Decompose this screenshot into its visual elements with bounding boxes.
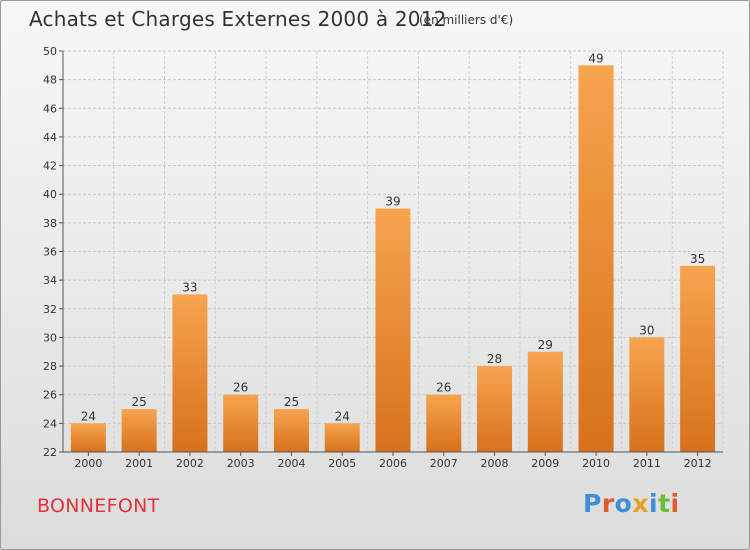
x-tick-label: 2008 [481,457,509,470]
bar [70,423,106,452]
bar-value-label: 26 [436,381,451,395]
bar-value-label: 49 [588,51,603,65]
y-tick-label: 40 [43,188,57,201]
chart-unit: (en milliers d'€) [419,13,514,27]
y-tick-label: 42 [43,160,57,173]
x-tick-label: 2004 [277,457,305,470]
bar-value-label: 26 [233,381,248,395]
y-tick-label: 26 [43,389,57,402]
y-tick-label: 38 [43,217,57,230]
x-tick-label: 2005 [328,457,356,470]
bar [527,351,563,452]
logo-letter: P [583,489,602,518]
x-tick-label: 2002 [176,457,204,470]
bars: 24 25 33 26 25 24 39 26 28 29 49 30 35 [70,51,716,453]
y-tick-label: 36 [43,246,57,259]
y-tick-label: 30 [43,331,57,344]
y-tick-label: 44 [43,131,57,144]
y-tick-label: 48 [43,74,57,87]
bar [477,366,513,452]
y-tick-label: 22 [43,446,57,459]
bar [121,409,157,452]
x-tick-label: 2003 [227,457,255,470]
x-tick-label: 2011 [633,457,661,470]
bar-value-label: 29 [538,338,553,352]
logo-letter: i [670,489,680,518]
logo-letter: x [632,489,649,518]
bar [426,394,462,452]
bar-value-label: 24 [335,409,350,423]
bar-value-label: 25 [284,395,299,409]
logo-letter: i [649,489,659,518]
y-tick-label: 50 [43,45,57,58]
logo-letter: t [658,489,671,518]
bar [629,337,665,452]
bar-value-label: 33 [182,280,197,294]
x-tick-label: 2009 [531,457,559,470]
chart-title: Achats et Charges Externes 2000 à 2012 [29,7,447,31]
y-tick-label: 34 [43,274,57,287]
axes: 22 24 26 28 30 32 34 36 38 40 42 44 46 48 50 2000 2001 20… [43,45,723,470]
bar-value-label: 24 [81,409,96,423]
proxiti-logo[interactable]: Proxiti [583,489,680,518]
x-tick-label: 2001 [125,457,153,470]
logo-letter: o [614,489,633,518]
bar [680,265,716,452]
x-tick-label: 2007 [430,457,458,470]
bar [578,65,614,453]
x-tick-label: 2010 [582,457,610,470]
y-tick-label: 46 [43,102,57,115]
bar-value-label: 39 [385,195,400,209]
bar [172,294,208,452]
x-tick-label: 2012 [684,457,712,470]
bar-value-label: 25 [132,395,147,409]
bar-value-label: 35 [690,252,705,266]
x-tick-label: 2006 [379,457,407,470]
commune-name: BONNEFONT [37,495,160,517]
y-tick-label: 32 [43,303,57,316]
bar-value-label: 30 [639,323,654,337]
bar [324,423,360,452]
logo-letter: r [601,489,615,518]
y-tick-label: 28 [43,360,57,373]
bar [375,208,411,452]
x-tick-label: 2000 [74,457,102,470]
bar [223,394,259,452]
bar [273,409,309,452]
y-tick-label: 24 [43,417,57,430]
bar-value-label: 28 [487,352,502,366]
